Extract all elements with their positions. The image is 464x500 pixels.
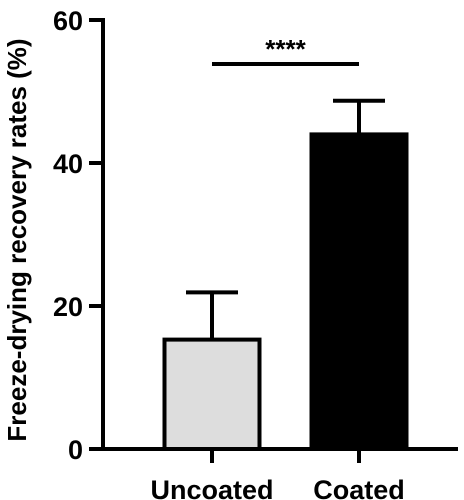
- error-bars: [186, 98, 385, 340]
- y-tick-label: 20: [53, 292, 83, 322]
- y-axis-title: Freeze-drying recovery rates (%): [2, 38, 32, 441]
- y-tick-label: 60: [53, 6, 83, 36]
- bar-uncoated: [162, 337, 262, 452]
- bar-coated: [309, 132, 409, 451]
- x-tick-label-uncoated: Uncoated: [150, 475, 273, 500]
- x-axis: Uncoated Coated: [101, 447, 458, 500]
- significance-label: ****: [265, 34, 306, 64]
- x-tick-label-coated: Coated: [313, 475, 405, 500]
- y-axis: 0 20 40 60: [53, 6, 105, 465]
- y-tick-label: 40: [53, 149, 83, 179]
- y-tick-label: 0: [68, 435, 83, 465]
- significance-annotation: ****: [212, 34, 359, 66]
